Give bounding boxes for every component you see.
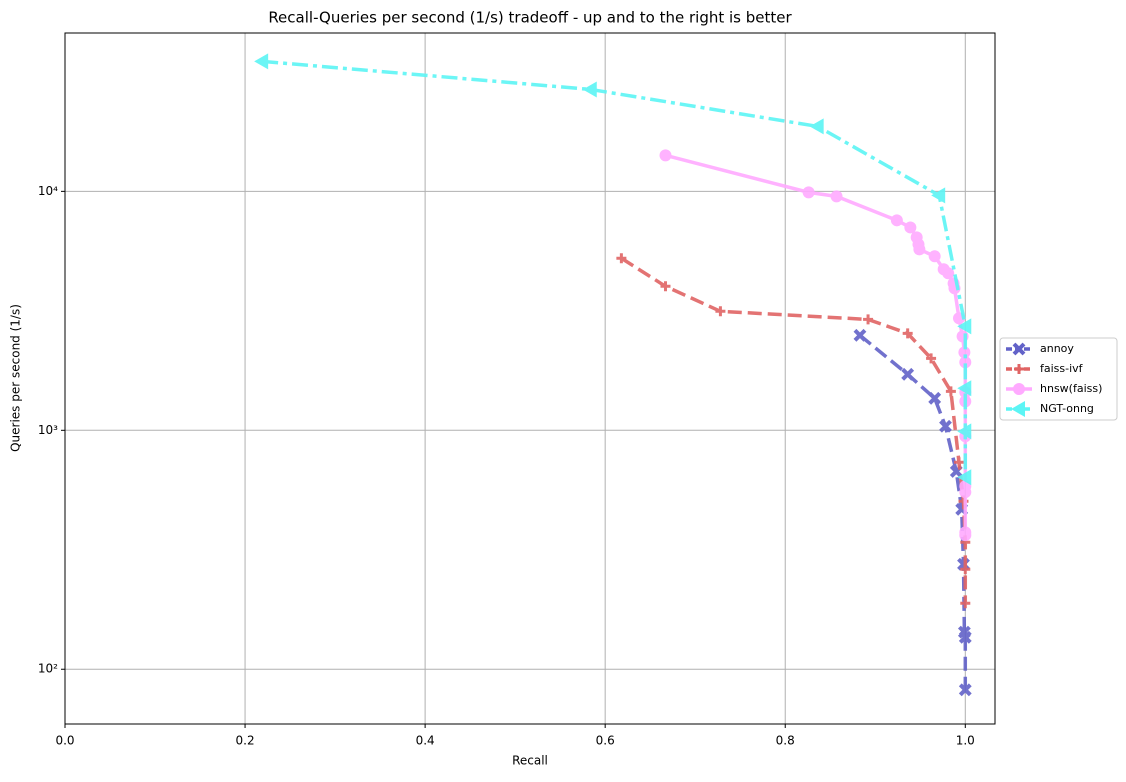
point (616, 253, 627, 264)
point (931, 187, 946, 204)
legend-marker (1013, 383, 1025, 395)
y-tick-label: 10³ (38, 423, 58, 437)
x-tick-label: 0.2 (236, 734, 255, 748)
series (616, 253, 971, 609)
point (902, 328, 913, 339)
point (928, 391, 942, 405)
series (659, 149, 972, 542)
point (959, 529, 972, 542)
x-tick-label: 0.8 (776, 734, 795, 748)
point (957, 380, 972, 397)
legend-label: faiss-ivf (1040, 362, 1084, 375)
chart-title: Recall-Queries per second (1/s) tradeoff… (268, 9, 792, 27)
y-axis-label: Queries per second (1/s) (9, 304, 23, 452)
point (809, 118, 824, 135)
point (942, 267, 955, 280)
series-line (665, 153, 968, 536)
point (715, 306, 726, 317)
point (959, 486, 972, 499)
point (913, 243, 926, 256)
point (960, 564, 971, 575)
point (958, 630, 972, 644)
x-tick-label: 0.0 (55, 734, 74, 748)
series-line (262, 59, 968, 478)
x-tick-label: 0.6 (596, 734, 615, 748)
y-tick-label: 10² (38, 662, 58, 676)
point (659, 149, 672, 162)
point (853, 328, 867, 342)
legend-marker (1012, 342, 1026, 356)
point (928, 250, 941, 263)
point (863, 314, 874, 325)
point (254, 53, 269, 70)
point (945, 386, 956, 397)
point (957, 423, 972, 440)
point (582, 81, 597, 98)
x-tick-label: 0.4 (416, 734, 435, 748)
point (953, 457, 964, 468)
point (939, 419, 952, 433)
legend-label: NGT-onng (1040, 402, 1094, 415)
x-tick-label: 1.0 (956, 734, 975, 748)
x-axis-label: Recall (512, 754, 548, 768)
legend-label: annoy (1040, 342, 1074, 355)
legend-marker (1014, 364, 1024, 374)
point (957, 318, 972, 335)
point (957, 469, 972, 486)
series (853, 328, 972, 697)
legend-marker (1011, 401, 1025, 417)
point (904, 221, 917, 234)
y-tick-label: 10⁴ (38, 184, 58, 198)
point (960, 598, 971, 609)
point (959, 356, 972, 369)
point (660, 281, 671, 292)
plot-frame (64, 32, 996, 725)
point (901, 367, 915, 381)
legend-box (999, 337, 1118, 421)
point (926, 353, 937, 364)
legend-label: hnsw(faiss) (1040, 382, 1102, 395)
point (958, 683, 972, 697)
series (254, 53, 972, 486)
series-line (858, 333, 968, 690)
point (830, 190, 843, 203)
point (890, 214, 903, 227)
point (958, 346, 971, 359)
point (802, 186, 815, 199)
